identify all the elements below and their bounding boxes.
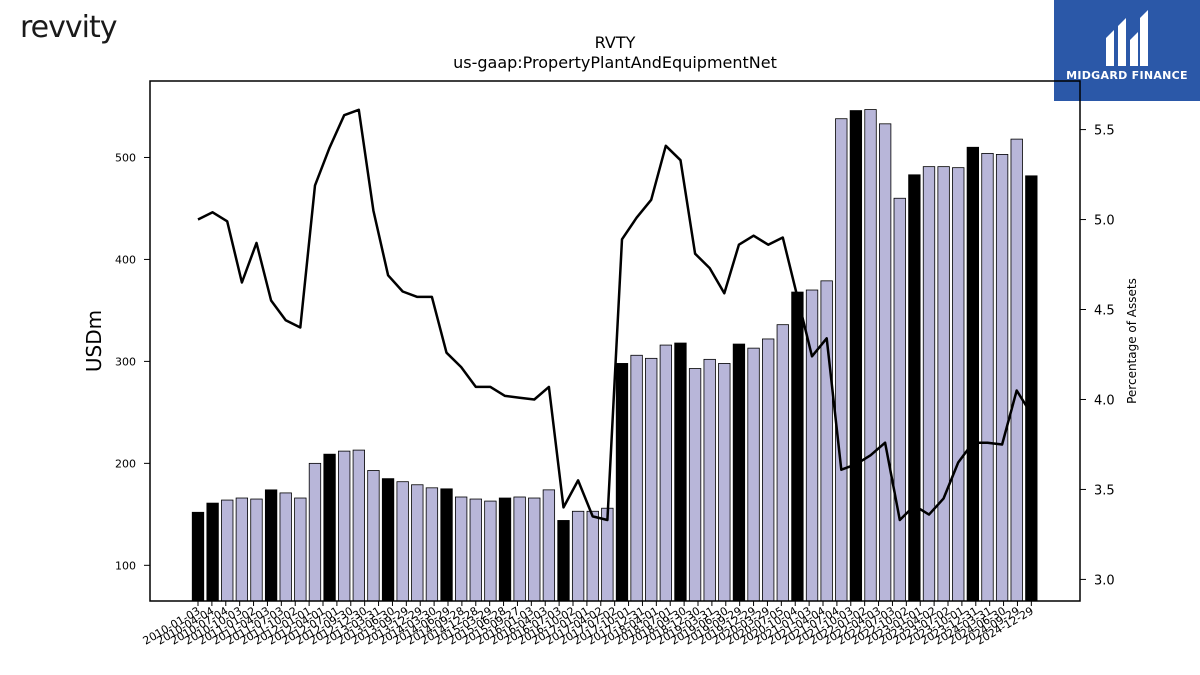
- bar-44: [835, 118, 848, 602]
- bar-22: [513, 496, 526, 602]
- bar-18: [455, 496, 468, 602]
- bar-51: [937, 166, 950, 602]
- bar-15: [411, 484, 424, 602]
- bar-21: [498, 497, 512, 602]
- bar-28: [601, 507, 614, 602]
- left-axis-ticks: 100 200 300 400 500: [115, 151, 150, 572]
- bar-45: [849, 110, 863, 602]
- y2-tick-label-0: 3.0: [1094, 573, 1115, 588]
- bar-37: [732, 343, 746, 602]
- midgard-mark-icon: [1106, 10, 1148, 66]
- bar-3: [235, 497, 249, 602]
- bar-13: [381, 478, 395, 602]
- pct-assets-line: [197, 108, 1033, 522]
- bar-24: [542, 489, 556, 602]
- y-tick-label-2: 300: [115, 355, 136, 368]
- bar-23: [528, 497, 541, 602]
- bar-39: [762, 338, 775, 602]
- bar-20: [484, 500, 497, 602]
- y2-tick-label-3: 4.5: [1094, 304, 1115, 319]
- bar-0: [191, 511, 205, 602]
- bar-57: [1025, 175, 1038, 602]
- line-layer: [197, 108, 1033, 522]
- bar-56: [1010, 138, 1023, 602]
- bar-31: [645, 357, 658, 602]
- bar-12: [367, 470, 380, 602]
- y2-tick-label-5: 5.5: [1094, 124, 1115, 139]
- bar-33: [674, 342, 687, 602]
- brand-name: MIDGARD FINANCE: [1066, 69, 1188, 82]
- bar-16: [425, 487, 439, 602]
- x-axis-ticks: 2010-01-032010-04-042010-07-042010-10-03…: [141, 601, 1036, 648]
- y2-tick-label-4: 5.0: [1094, 214, 1115, 229]
- bar-25: [557, 520, 570, 602]
- bar-5: [264, 489, 278, 602]
- bar-19: [469, 498, 482, 602]
- chart-subtitle: us-gaap:PropertyPlantAndEquipmentNet: [453, 53, 777, 72]
- y2-axis-label: Percentage of Assets: [1125, 278, 1139, 404]
- revvity-logo: revvity: [20, 10, 117, 45]
- y-tick-label-0: 100: [115, 559, 136, 572]
- bar-32: [659, 344, 672, 602]
- bar-10: [338, 450, 351, 602]
- bar-54: [981, 152, 994, 602]
- bar-34: [688, 368, 702, 602]
- midgard-finance-logo: MIDGARD FINANCE: [1054, 0, 1200, 101]
- bars-layer: [191, 109, 1038, 602]
- bar-52: [952, 167, 965, 602]
- right-axis-ticks: 3.0 3.5 4.0 4.5 5.0 5.5: [1080, 124, 1115, 588]
- bar-46: [864, 109, 877, 602]
- bar-8: [308, 462, 322, 602]
- bar-26: [571, 510, 585, 602]
- bar-55: [995, 154, 1009, 602]
- bar-29: [615, 363, 629, 602]
- y-tick-label-3: 400: [115, 253, 136, 266]
- bar-43: [820, 280, 833, 602]
- bar-50: [922, 166, 936, 602]
- chart-title: RVTY: [595, 33, 636, 52]
- bar-41: [791, 291, 804, 602]
- bar-6: [279, 492, 292, 602]
- bar-17: [440, 488, 453, 602]
- bar-4: [250, 498, 263, 602]
- bar-1: [206, 502, 219, 602]
- bar-47: [878, 123, 892, 602]
- bar-40: [776, 324, 789, 602]
- bar-38: [747, 347, 760, 602]
- y2-tick-label-1: 3.5: [1094, 483, 1115, 498]
- bar-7: [294, 497, 307, 602]
- bar-30: [630, 354, 643, 602]
- bar-35: [703, 358, 716, 602]
- bar-36: [718, 363, 731, 602]
- bar-27: [586, 510, 599, 602]
- bar-49: [908, 174, 921, 602]
- bar-2: [221, 499, 234, 602]
- bar-11: [352, 449, 365, 602]
- y-axis-label: USDm: [82, 310, 106, 372]
- y-tick-label-1: 200: [115, 457, 136, 470]
- bar-9: [323, 453, 336, 602]
- y-tick-label-4: 500: [115, 151, 136, 164]
- bar-48: [893, 197, 906, 602]
- y2-tick-label-2: 4.0: [1094, 393, 1115, 408]
- bar-14: [396, 481, 409, 602]
- bar-53: [966, 146, 980, 602]
